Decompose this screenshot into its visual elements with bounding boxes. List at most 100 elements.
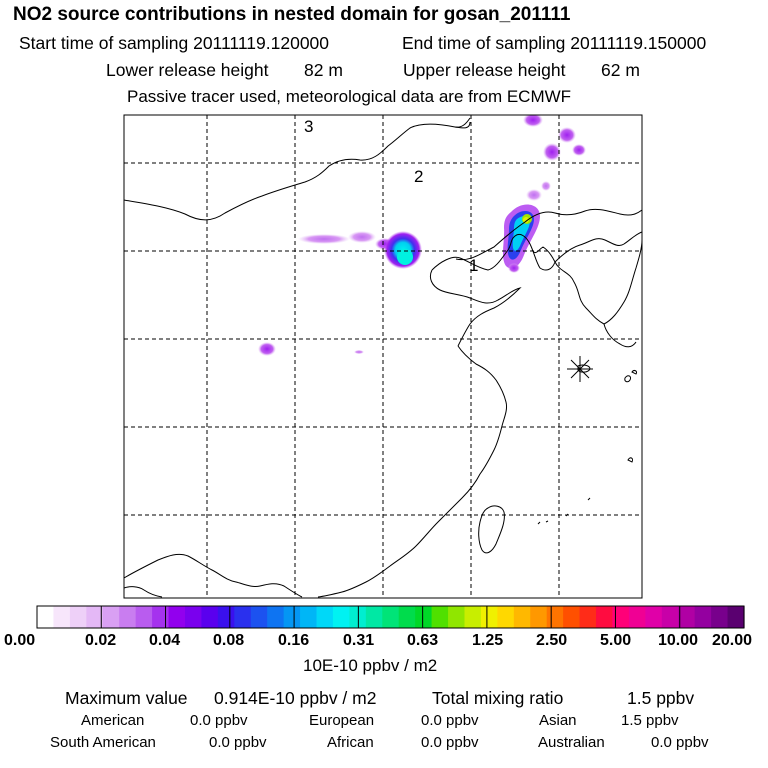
region-european-name: European [309,712,375,729]
lower-release-value: 82 m [304,60,343,80]
colorbar-frame [36,605,745,629]
coast-korea-east [603,323,637,348]
region-asian-value: 1.5 ppbv [621,712,679,729]
coast-japan-2 [631,370,637,375]
border-southwest-2 [124,586,163,598]
plume-bohai-tail-2 [541,181,551,191]
region-european-value: 0.0 ppbv [421,712,479,729]
plume-ne-a [558,127,576,143]
page-title: NO2 source contributions in nested domai… [13,4,571,25]
colorbar-cell [612,606,630,628]
plume-bohai-inner [512,216,530,251]
colorbar-cell [135,606,153,628]
region-african-value: 0.0 ppbv [421,734,479,751]
source-label-2: 2 [414,167,423,186]
total-mixing-value: 1.5 ppbv [627,688,695,708]
colorbar-cell [645,606,663,628]
colorbar-cell [546,606,564,628]
colorbar-cell [464,606,482,628]
plume-layer [258,115,586,356]
tracer-note: Passive tracer used, meteorological data… [127,87,572,106]
colorbar-cell [119,606,137,628]
colorbar-cell [661,606,679,628]
colorbar-cell [217,606,235,628]
colorbar-cell [628,606,646,628]
region-south-american-name: South American [50,734,156,751]
colorbar-tick-11: 20.00 [712,632,753,649]
border-mongolia [124,117,471,221]
region-australian-value: 0.0 ppbv [651,734,709,751]
start-time-label: Start time of sampling 20111119.120000 [19,33,330,53]
plume-beijing-core [397,249,413,265]
colorbar-cell [694,606,712,628]
colorbar-cell [53,606,71,628]
colorbar-cell [300,606,318,628]
colorbar-cell [184,606,203,628]
border-ne-china [454,121,471,129]
max-value: 0.914E-10 ppbv / m2 [214,688,377,708]
plume-bohai-peak-2 [523,217,529,223]
colorbar-cell [332,606,350,628]
colorbar-cell [69,606,87,628]
colorbar-cell [234,606,252,628]
asterisk-star-icon [567,356,593,382]
lower-release-label: Lower release height [106,60,269,80]
colorbar-cell [201,606,219,628]
colorbar-cell [267,606,285,628]
colorbar-cell [596,606,614,628]
colorbar-tick-4: 0.16 [278,632,310,649]
region-american-value: 0.0 ppbv [190,712,248,729]
plume-yellow-sea [508,263,520,273]
plume-central [258,342,276,356]
coast-japan-1 [624,375,631,383]
colorbar-cell [480,606,498,628]
colorbar-cell [250,606,268,628]
border-china-korea [554,231,642,263]
plume-ne-c [572,144,586,156]
colorbar-cell [37,606,55,628]
region-australian-name: Australian [538,734,605,751]
plume-west-streak [298,234,350,244]
colorbar-cell [431,606,449,628]
colorbar-tick-7: 1.25 [472,632,504,649]
end-time-label: End time of sampling 20111119.150000 [402,33,707,53]
colorbar-cell [497,606,515,628]
colorbar-cell [382,606,400,628]
plume-faint-dot [354,350,364,354]
coast-taiwan [478,505,505,554]
colorbar-cell [678,606,696,628]
border-southwest [124,553,303,598]
colorbar-cell [415,606,433,628]
colorbar-tick-0: 0.00 [4,632,36,649]
region-south-american-value: 0.0 ppbv [209,734,267,751]
total-mixing-label: Total mixing ratio [432,688,564,708]
source-label-1: 1 [469,256,478,275]
colorbar-tick-1: 0.02 [85,632,117,649]
coast-japan-3 [627,457,633,463]
colorbar-tick-9: 5.00 [600,632,632,649]
coast-east-china [317,345,507,598]
colorbar-tick-6: 0.63 [407,632,439,649]
region-asian-name: Asian [539,712,577,729]
colorbar-tick-10: 10.00 [658,632,699,649]
colorbar-cell [448,606,466,628]
region-african-name: African [327,734,374,751]
colorbar-tick-2: 0.04 [149,632,181,649]
border-northeast [455,208,642,261]
colorbar-tick-5: 0.31 [343,632,375,649]
colorbar-cell [563,606,581,628]
plume-ne-b [543,143,561,161]
colorbar-tick-8: 2.50 [536,632,568,649]
colorbar-cell [283,606,301,628]
colorbar-unit: 10E-10 ppbv / m2 [303,656,438,675]
colorbar-cell [316,606,334,628]
colorbar-cell [102,606,120,628]
colorbar-tick-3: 0.08 [213,632,245,649]
colorbar-cell [168,606,186,628]
upper-release-label: Upper release height [403,60,566,80]
plume-bohai-tail [526,189,542,201]
colorbar-cell [530,606,548,628]
colorbar-dividers [100,606,681,628]
